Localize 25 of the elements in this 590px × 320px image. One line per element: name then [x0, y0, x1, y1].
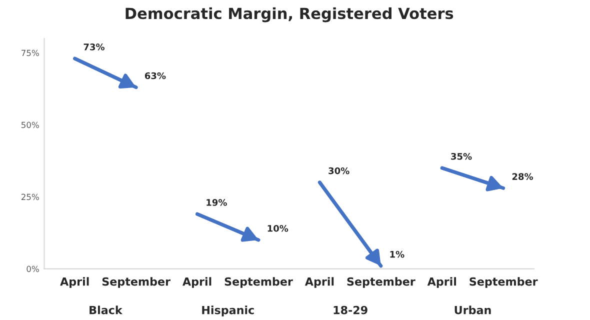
text: Urban [454, 306, 491, 314]
x-tick-label: April [304, 277, 334, 288]
data-label: 30% [328, 167, 350, 174]
data-label: 19% [206, 199, 227, 206]
y-tick-label: 25% [21, 194, 39, 200]
chart-title: Democratic Margin, Registered Voters [126, 7, 454, 22]
x-tick-label: September [470, 277, 538, 288]
x-tick-label: April [182, 277, 212, 288]
data-label: 63% [144, 72, 166, 80]
x-tick-label: April [60, 277, 89, 288]
data-label: 1% [390, 250, 404, 258]
text: Black [90, 306, 123, 314]
x-tick-label: September [224, 277, 293, 288]
data-label: 10% [268, 224, 288, 232]
x-tick-label: April [427, 277, 456, 288]
text: Hispanic [202, 306, 254, 316]
y-tick-label: 75% [22, 50, 39, 56]
data-label: 73% [84, 44, 105, 50]
data-label: 28% [512, 173, 533, 180]
x-tick-label: September [102, 277, 170, 288]
text: 18-29 [334, 306, 368, 314]
y-tick-label: 50% [22, 122, 39, 128]
data-label: 35% [451, 152, 472, 160]
y-tick-label: 0% [26, 266, 39, 272]
x-tick-label: September [347, 277, 416, 288]
